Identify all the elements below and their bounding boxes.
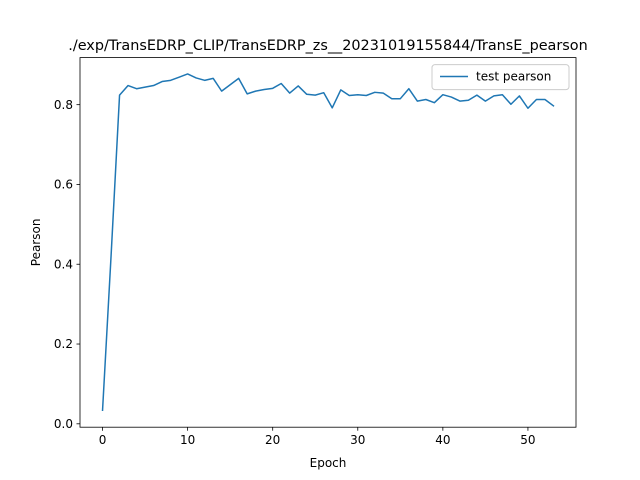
- axes-background: [80, 57, 576, 428]
- legend-frame: [431, 64, 570, 91]
- x-axis-ticks: 0 10 20 30 40 50: [99, 427, 536, 447]
- axes-spines: [79, 57, 577, 428]
- y-tick-label: 0.0: [54, 417, 73, 431]
- y-tick-label: 0.8: [54, 98, 73, 112]
- x-tick-label: 0: [99, 433, 107, 447]
- x-tick-label: 40: [435, 433, 450, 447]
- series-layer: [101, 73, 555, 412]
- legend-label-test-pearson: test pearson: [476, 70, 551, 84]
- x-tick-label: 50: [520, 433, 535, 447]
- axes-frame: [79, 57, 577, 428]
- x-tick-label: 10: [180, 433, 195, 447]
- y-tick-label: 0.6: [54, 178, 73, 192]
- y-tick-label: 0.2: [54, 337, 73, 351]
- y-tick-label: 0.4: [54, 257, 73, 271]
- y-axis-ticks: 0.0 0.2 0.4 0.6 0.8: [54, 98, 80, 431]
- series-line-test-pearson: [101, 73, 555, 412]
- y-axis-label: Pearson: [29, 219, 43, 267]
- plot-area: [80, 57, 576, 428]
- chart-title: ./exp/TransEDRP_CLIP/TransEDRP_zs__20231…: [68, 38, 587, 54]
- x-tick-label: 30: [350, 433, 365, 447]
- legend: test pearson: [431, 64, 570, 91]
- x-tick-label: 20: [265, 433, 280, 447]
- x-axis-label: Epoch: [310, 456, 347, 470]
